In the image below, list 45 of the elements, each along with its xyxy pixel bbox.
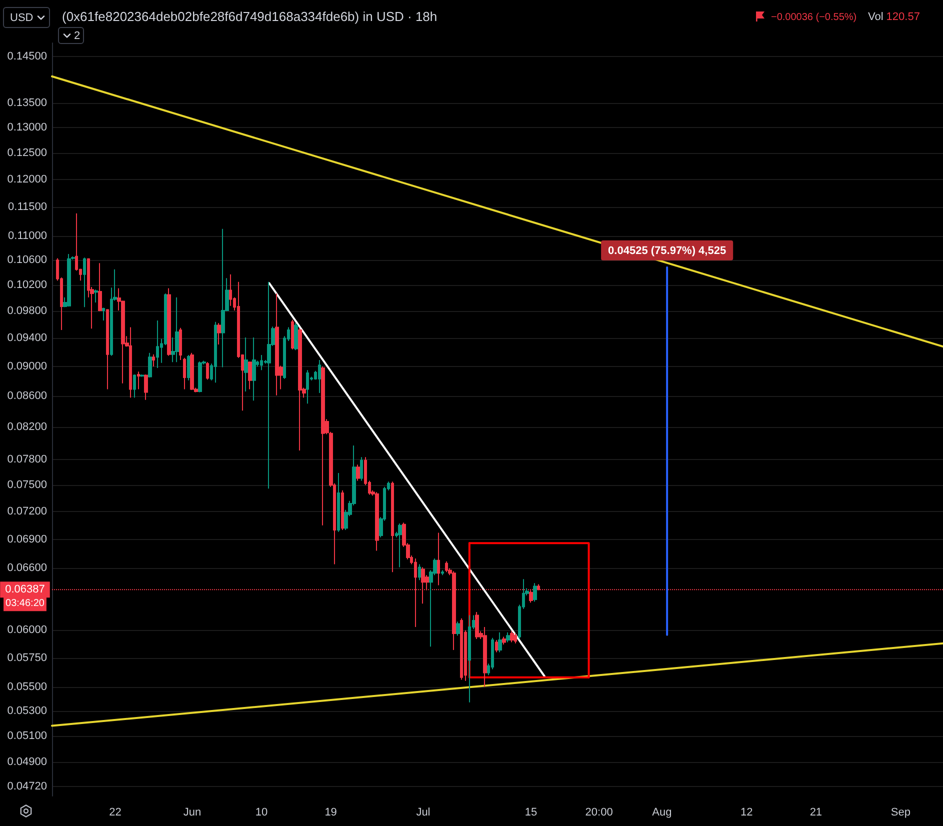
x-tick-label: Sep [890,806,910,818]
x-tick-label: 22 [109,806,122,818]
y-tick-label: 0.10200 [7,279,47,292]
x-tick-label: 12 [740,806,753,818]
x-tick-label: 15 [524,806,538,818]
x-tick-label: 19 [324,806,337,818]
y-tick-label: 0.07500 [7,479,47,492]
text: 2 [74,30,80,42]
y-tick-label: 0.13500 [7,96,47,109]
y-tick-label: 0.07200 [7,506,47,518]
y-tick-label: 0.11000 [8,230,47,242]
y-tick-label: 0.13000 [7,121,47,134]
y-tick-label: 0.09800 [7,305,47,318]
text: USD [10,12,34,24]
y-tick-label: 0.12500 [7,146,47,159]
y-tick-label: 0.04900 [7,756,47,768]
y-tick-label: 0.04720 [7,780,47,792]
chart-title: (0x61fe8202364deb02bfe28f6d749d168a334fde6b) in USD · 18h [62,9,438,24]
y-tick-label: 0.05500 [7,680,47,693]
y-tick-label: 0.12000 [7,173,47,186]
y-tick-label: 0.06600 [7,562,47,574]
y-tick-label: 0.05100 [7,730,47,742]
y-tick-label: 0.05300 [7,704,47,717]
y-tick-label: 0.08600 [7,390,47,402]
y-tick-label: 0.06000 [7,624,47,636]
x-tick-label: 10 [255,806,268,818]
x-tick-label: 21 [810,806,822,818]
text: −0.00036 (−0.55%) [771,12,857,23]
y-tick-label: 0.07800 [7,454,47,466]
y-tick-label: 0.09400 [7,332,47,344]
ref-line-label: 0.06387 [5,584,45,596]
y-tick-label: 0.09000 [7,360,47,373]
text: Vol 120.57 [868,11,920,23]
x-tick-label: Jul [416,806,430,818]
y-tick-label: 0.06900 [7,533,47,546]
annotation: 0.04525 (75.97%) 4,525 [608,244,726,257]
x-tick-label: 20:00 [585,806,613,818]
y-tick-label: 0.11500 [8,201,47,214]
y-tick-label: 0.05750 [7,652,47,664]
y-tick-label: 0.08200 [7,421,47,434]
y-tick-label: 0.10600 [7,254,47,266]
text: 03:46:20 [6,598,45,610]
x-tick-label: Aug [652,806,672,818]
x-tick-label: Jun [183,806,202,818]
y-tick-label: 0.14500 [7,50,47,62]
